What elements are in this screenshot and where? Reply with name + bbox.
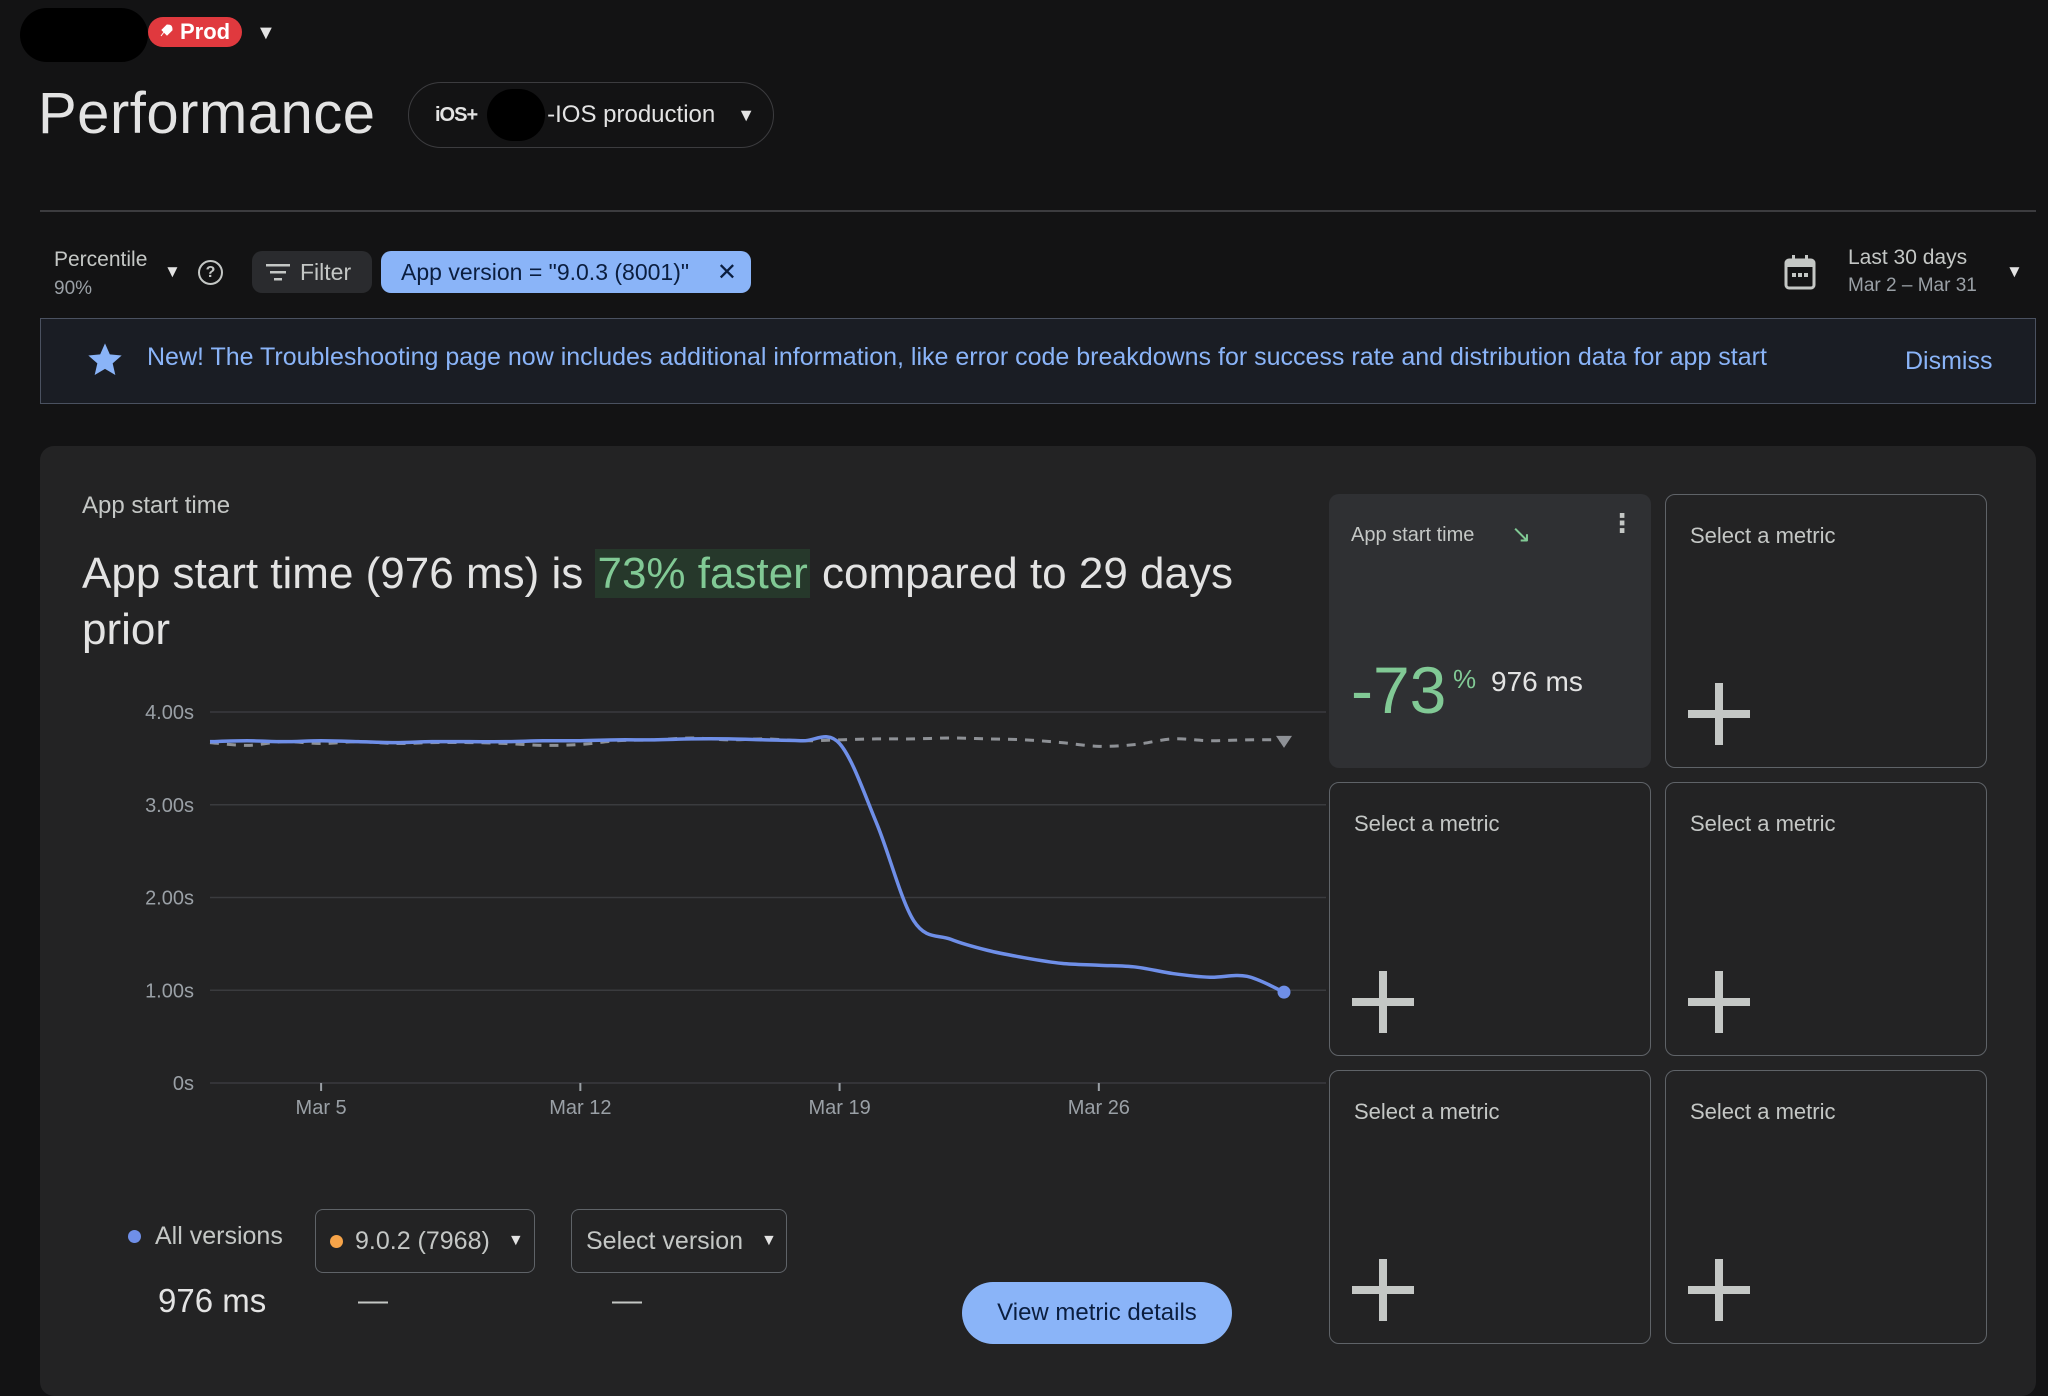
- y-tick-label: 2.00s: [145, 888, 194, 910]
- app-selector[interactable]: iOS+ -IOS production ▼: [408, 82, 774, 148]
- percentile-dropdown-icon[interactable]: ▼: [164, 262, 181, 281]
- help-icon[interactable]: ?: [198, 260, 223, 285]
- headline: App start time (976 ms) is 73% faster co…: [82, 546, 1282, 658]
- y-tick-label: 3.00s: [145, 795, 194, 817]
- banner-message: New! The Troubleshooting page now includ…: [147, 343, 1767, 371]
- series-line-all-versions: [209, 735, 1285, 994]
- version-select-1[interactable]: 9.0.2 (7968) ▼: [315, 1209, 535, 1273]
- percentile-label[interactable]: Percentile: [54, 248, 148, 271]
- version-2-value: —: [612, 1284, 642, 1317]
- trend-down-icon: ↘: [1511, 521, 1532, 548]
- card-label: App start time: [82, 492, 231, 519]
- metric-tile-empty[interactable]: Select a metric: [1665, 494, 1987, 768]
- y-tick-label: 4.00s: [145, 702, 194, 724]
- chevron-down-icon: ▼: [737, 104, 756, 125]
- close-icon[interactable]: ✕: [716, 259, 737, 286]
- date-range-dropdown-icon[interactable]: ▼: [2006, 262, 2023, 281]
- x-tick-label: Mar 19: [808, 1097, 870, 1119]
- y-tick-label: 0s: [173, 1073, 194, 1095]
- tile-label: Select a metric: [1690, 523, 1836, 548]
- metric-tile-empty[interactable]: Select a metric: [1665, 782, 1987, 1056]
- legend-all-versions[interactable]: All versions: [128, 1222, 283, 1251]
- tile-label: Select a metric: [1690, 1099, 1836, 1124]
- star-icon: [85, 340, 125, 385]
- filter-chip-label: App version = "9.0.3 (8001)": [401, 258, 690, 285]
- announcement-banner: New! The Troubleshooting page now includ…: [40, 318, 2036, 404]
- all-versions-value: 976 ms: [158, 1282, 267, 1319]
- metric-tile-app-start-time[interactable]: App start time ↘ ⋮ -73 % 976 ms: [1329, 494, 1651, 768]
- tile-label: App start time: [1351, 524, 1475, 546]
- x-tick-label: Mar 12: [549, 1097, 611, 1119]
- ios-platform-icon: iOS+: [435, 103, 478, 126]
- environment-dropdown-icon[interactable]: ▼: [256, 22, 276, 44]
- project-name-redacted[interactable]: [20, 8, 148, 62]
- metric-tile-empty[interactable]: Select a metric: [1329, 782, 1651, 1056]
- environment-badge[interactable]: Prod: [148, 17, 243, 47]
- legend-all-versions-label: All versions: [155, 1222, 283, 1250]
- y-tick-label: 1.00s: [145, 980, 194, 1002]
- more-vert-icon[interactable]: ⋮: [1609, 508, 1635, 538]
- plus-icon: [1688, 1259, 1750, 1321]
- date-range-dates[interactable]: Mar 2 – Mar 31: [1848, 275, 1977, 296]
- tile-value: 976 ms: [1491, 666, 1583, 697]
- headline-text-start: App start time (976 ms) is: [82, 549, 596, 598]
- tile-label: Select a metric: [1690, 811, 1836, 836]
- tile-label: Select a metric: [1354, 1099, 1500, 1124]
- plus-icon: [1688, 971, 1750, 1033]
- header-divider: [40, 210, 2036, 212]
- headline-highlight: 73% faster: [595, 549, 810, 598]
- environment-label: Prod: [180, 19, 231, 44]
- date-range-label[interactable]: Last 30 days: [1848, 246, 1968, 269]
- filter-icon: [266, 264, 290, 281]
- filter-label: Filter: [300, 258, 352, 285]
- version-select-2[interactable]: Select version ▼: [571, 1209, 787, 1273]
- metric-tile-empty[interactable]: Select a metric: [1665, 1070, 1987, 1344]
- plus-icon: [1688, 683, 1750, 745]
- plus-icon: [1352, 971, 1414, 1033]
- tile-percent-sign: %: [1453, 664, 1477, 694]
- version-select-1-label: 9.0.2 (7968): [355, 1226, 490, 1255]
- app-name-redacted: [487, 89, 546, 141]
- rocket-icon: [158, 19, 174, 45]
- metric-card: App start time App start time (976 ms) i…: [40, 446, 2036, 1396]
- x-tick-label: Mar 26: [1068, 1097, 1130, 1119]
- metric-tile-empty[interactable]: Select a metric: [1329, 1070, 1651, 1344]
- tile-percent-change: -73: [1351, 653, 1447, 727]
- dismiss-button[interactable]: Dismiss: [1905, 347, 1993, 375]
- filter-button[interactable]: Filter: [252, 251, 372, 293]
- version-select-2-label: Select version: [586, 1226, 744, 1255]
- series-end-point-all-versions: [1277, 985, 1291, 999]
- x-tick-label: Mar 5: [296, 1097, 347, 1119]
- headline-text-end: compared to 29 days prior: [82, 549, 1233, 654]
- series-dot-version-1: [330, 1234, 343, 1248]
- plus-icon: [1352, 1259, 1414, 1321]
- chevron-down-icon: ▼: [507, 1232, 524, 1249]
- chevron-down-icon: ▼: [761, 1232, 777, 1249]
- percentile-value[interactable]: 90%: [54, 278, 93, 299]
- page-title: Performance: [38, 81, 376, 146]
- app-name: -IOS production: [547, 101, 716, 128]
- version-1-value: —: [358, 1284, 388, 1317]
- view-metric-details-button[interactable]: View metric details: [962, 1282, 1232, 1344]
- tile-label: Select a metric: [1354, 811, 1500, 836]
- calendar-icon[interactable]: [1784, 254, 1816, 295]
- series-dot-all-versions: [128, 1230, 141, 1243]
- app-version-filter-chip[interactable]: App version = "9.0.3 (8001)" ✕: [381, 251, 751, 293]
- app-start-time-chart[interactable]: 0s 1.00s 2.00s 3.00s 4.00s Mar 5 Mar 12 Mar 19 M…: [80, 686, 1340, 1126]
- series-end-marker-9-0-2: [1276, 735, 1292, 748]
